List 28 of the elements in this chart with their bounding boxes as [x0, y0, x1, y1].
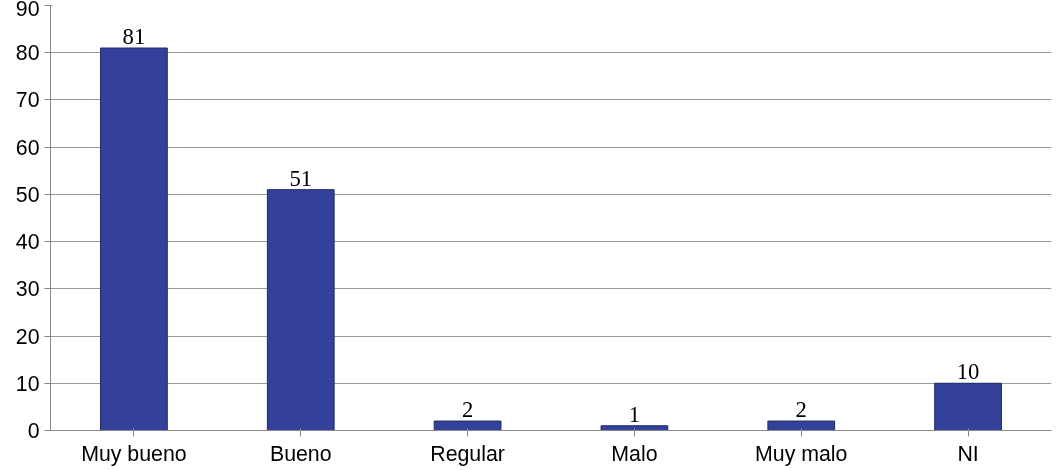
bar: [266, 189, 335, 431]
data-label: 1: [628, 401, 641, 427]
bar: [767, 420, 836, 431]
y-tick-label: 0: [27, 419, 40, 443]
data-label: 81: [122, 24, 146, 49]
x-tick-label: Muy bueno: [81, 441, 187, 466]
bar: [934, 382, 1002, 431]
y-tick-label: 60: [15, 135, 40, 160]
bar: [600, 425, 669, 431]
y-tick-label: 10: [15, 371, 40, 396]
y-tick-label: 50: [15, 182, 40, 207]
bar: [100, 47, 168, 431]
x-tick-label: Muy malo: [755, 441, 848, 466]
x-tick-label: Bueno: [269, 441, 332, 466]
y-tick-label: 80: [15, 41, 40, 66]
y-tick-label: 30: [15, 277, 40, 302]
bar: [433, 420, 502, 431]
data-label: 2: [461, 397, 474, 423]
data-label: 2: [795, 397, 807, 423]
x-tick-label: Malo: [611, 441, 658, 466]
y-tick-label: 90: [15, 0, 40, 21]
y-tick-label: 40: [15, 230, 40, 255]
y-tick-label: 20: [15, 324, 40, 349]
x-tick-label: Regular: [430, 441, 505, 466]
data-label: 51: [289, 165, 313, 191]
y-tick-label: 70: [15, 88, 40, 113]
data-label: 10: [956, 359, 980, 385]
x-tick-label: NI: [957, 441, 979, 466]
